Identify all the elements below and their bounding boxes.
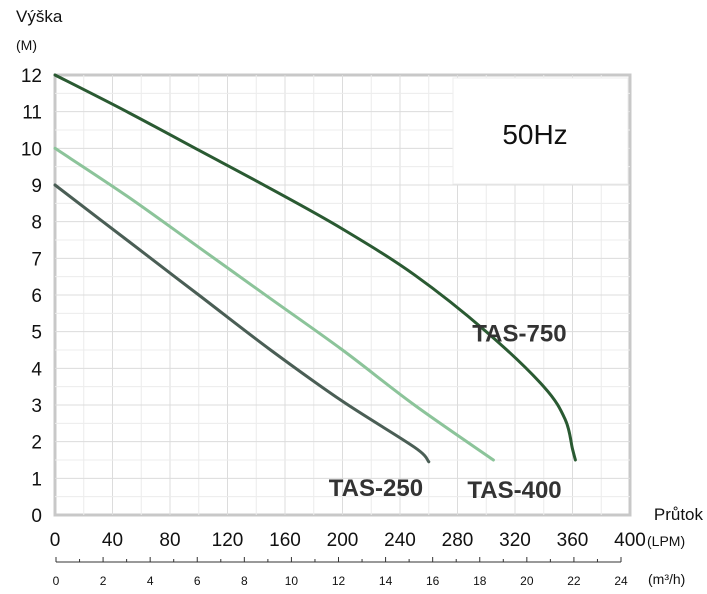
series-labels: TAS-250 TAS-400 TAS-750 [329, 321, 567, 504]
x-tick-label-m3h: 12 [332, 574, 346, 588]
y-tick-label: 6 [31, 286, 42, 307]
series-line-tas-250 [53, 183, 431, 464]
x-tick-label-m3h: 10 [285, 574, 299, 588]
x-tick-label-m3h: 0 [53, 574, 60, 588]
x-tick-labels-lpm: 0 40 80 120 160 200 240 280 320 360 400 [50, 530, 646, 551]
y-tick-label: 4 [31, 359, 42, 380]
x-tick-label-lpm: 360 [557, 530, 589, 551]
x-tick-label-m3h: 2 [100, 574, 107, 588]
y-tick-label: 7 [31, 249, 42, 270]
series-lines [53, 73, 577, 464]
y-axis-title: Výška [16, 7, 63, 26]
grid-lines [55, 75, 630, 515]
x-tick-label-lpm: 200 [327, 530, 359, 551]
x-tick-label-m3h: 20 [520, 574, 534, 588]
x-tick-label-lpm: 400 [614, 530, 646, 551]
series-label-tas-750: TAS-750 [472, 321, 566, 348]
y-tick-label: 2 [31, 433, 42, 454]
x-tick-label-lpm: 40 [102, 530, 123, 551]
x-tick-label-lpm: 160 [269, 530, 301, 551]
x-axis-title: Průtok [654, 505, 704, 524]
x-tick-label-lpm: 280 [442, 530, 474, 551]
x-axis-lpm-unit: (LPM) [647, 533, 685, 549]
x-tick-label-m3h: 24 [614, 574, 628, 588]
x-tick-label-m3h: 22 [567, 574, 581, 588]
x-tick-label-m3h: 18 [473, 574, 487, 588]
y-tick-label: 0 [31, 506, 42, 527]
x-tick-label-lpm: 0 [50, 530, 61, 551]
frequency-box: 50Hz [452, 77, 629, 185]
y-tick-label: 3 [31, 396, 42, 417]
x-tick-label-lpm: 240 [384, 530, 416, 551]
y-tick-label: 11 [22, 103, 42, 124]
series-label-tas-400: TAS-400 [467, 477, 561, 504]
series-line-tas-750 [53, 73, 577, 462]
y-tick-label: 12 [21, 66, 42, 87]
series-label-tas-250: TAS-250 [329, 475, 423, 502]
series-line-tas-400 [53, 146, 495, 462]
x-tick-label-m3h: 14 [379, 574, 393, 588]
x-axis-m3h-unit: (m³/h) [648, 571, 685, 587]
y-tick-label: 5 [31, 323, 42, 344]
x-tick-label-m3h: 8 [241, 574, 248, 588]
x-tick-label-lpm: 120 [212, 530, 244, 551]
y-tick-label: 1 [31, 469, 42, 490]
x-axis-m3h: 0 2 4 6 8 10 12 14 16 18 20 22 24 [53, 557, 628, 588]
x-tick-label-m3h: 16 [426, 574, 440, 588]
y-tick-label: 9 [31, 176, 42, 197]
frequency-label: 50Hz [502, 119, 567, 150]
y-axis-unit: (M) [16, 37, 37, 53]
x-tick-label-lpm: 80 [159, 530, 180, 551]
x-tick-label-lpm: 320 [499, 530, 531, 551]
x-tick-label-m3h: 6 [194, 574, 201, 588]
y-tick-label: 10 [21, 139, 42, 160]
x-tick-label-m3h: 4 [147, 574, 154, 588]
y-tick-label: 8 [31, 213, 42, 234]
